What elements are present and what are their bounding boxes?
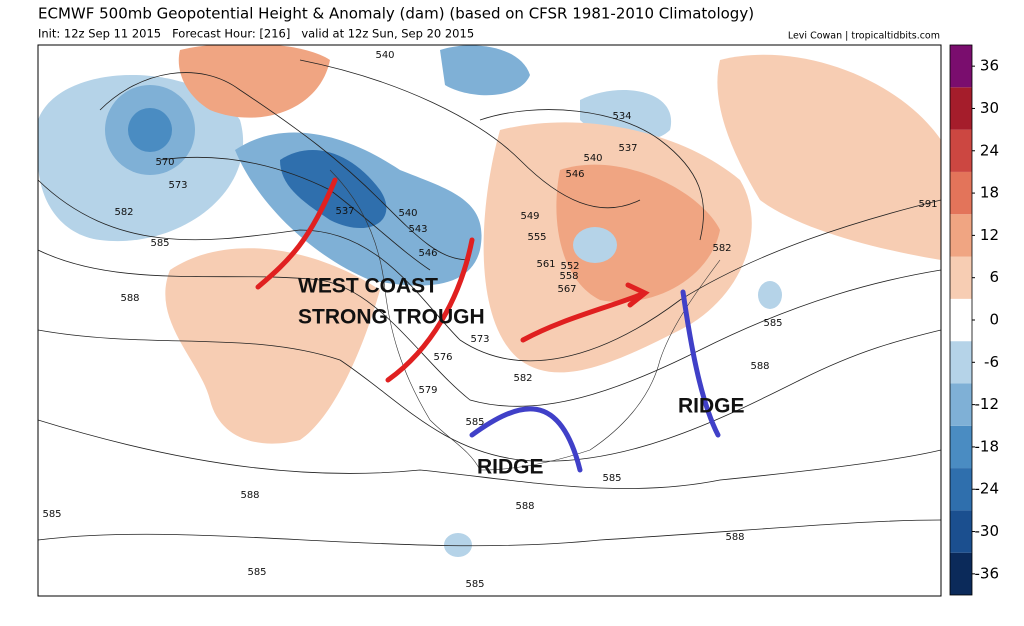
- colorbar-tick-label: 30: [980, 99, 999, 117]
- colorbar-bin: [950, 552, 972, 595]
- sketch-marks: [255, 177, 721, 473]
- contour-label: 585: [465, 417, 484, 428]
- contour-label: 576: [433, 352, 452, 363]
- contour-label: 573: [168, 180, 187, 191]
- contour-label: 588: [725, 532, 744, 543]
- colorbar-tick-label: -18: [975, 437, 1000, 455]
- contour-label: 585: [247, 567, 266, 578]
- colorbar-bin: [950, 468, 972, 511]
- contour-label: 582: [712, 243, 731, 254]
- contour-label: 540: [375, 50, 394, 61]
- colorbar-tick-label: 24: [980, 141, 999, 159]
- contour-label: 588: [515, 501, 534, 512]
- contour-label: 582: [114, 207, 133, 218]
- subtitle: Init: 12z Sep 11 2015 Forecast Hour: [21…: [38, 27, 474, 41]
- contour-label: 579: [418, 385, 437, 396]
- colorbar-tick-label: 12: [980, 226, 999, 244]
- contour-label: 585: [42, 509, 61, 520]
- annotation: RIDGE: [678, 395, 745, 418]
- colorbar-bin: [950, 129, 972, 172]
- colorbar-bin: [950, 383, 972, 426]
- colorbar-tick-label: -30: [975, 522, 1000, 540]
- contour-label: 561: [536, 259, 555, 270]
- contour-label: 549: [520, 211, 539, 222]
- anomaly-fill: [38, 45, 941, 596]
- contour-label: 555: [527, 232, 546, 243]
- map-frame: [37, 44, 942, 597]
- title: ECMWF 500mb Geopotential Height & Anomal…: [38, 5, 754, 23]
- colorbar-tick-label: -36: [975, 564, 1000, 582]
- contour-label: 537: [335, 206, 354, 217]
- contour-label: 537: [618, 143, 637, 154]
- contour-label: 588: [750, 361, 769, 372]
- contour-label: 540: [398, 208, 417, 219]
- colorbar-tick-label: -6: [984, 353, 999, 371]
- colorbar-tick-label: 6: [989, 268, 999, 286]
- colorbar-bin: [950, 298, 972, 342]
- contour-label: 588: [240, 490, 259, 501]
- contour-label: 534: [612, 111, 631, 122]
- contour-label: 582: [513, 373, 532, 384]
- contour-label: 546: [418, 248, 437, 259]
- colorbar-bin: [950, 341, 972, 384]
- contour-label: 585: [150, 238, 169, 249]
- colorbar-bin: [950, 425, 972, 469]
- contour-label: 546: [565, 169, 584, 180]
- contour-label: 591: [918, 199, 937, 210]
- colorbar-bin: [950, 45, 972, 88]
- contour-label: 567: [557, 284, 576, 295]
- colorbar-bin: [950, 171, 972, 215]
- colorbar-tick-label: -12: [975, 395, 1000, 413]
- contour-label: 543: [408, 224, 427, 235]
- colorbar-tick-label: 36: [980, 57, 999, 75]
- contour-label: 558: [559, 271, 578, 282]
- annotation: STRONG TROUGH: [298, 306, 485, 329]
- credit: Levi Cowan | tropicaltidbits.com: [788, 31, 940, 42]
- contour-label: 570: [155, 157, 174, 168]
- colorbar-tick-label: 0: [989, 311, 999, 329]
- colorbar-bin: [950, 510, 972, 553]
- colorbar-bin: [950, 214, 972, 257]
- contour-label: 585: [465, 579, 484, 590]
- contour-label: 588: [120, 293, 139, 304]
- annotation: WEST COAST: [298, 275, 438, 298]
- contour-label: 585: [763, 318, 782, 329]
- colorbar-bin: [950, 256, 972, 299]
- contour-label: 573: [470, 334, 489, 345]
- colorbar: -36 -30 -24 -18 -12 -6 0 6 12 18 24 30 36: [949, 44, 1000, 596]
- map: [37, 44, 942, 597]
- colorbar-tick-label: 18: [980, 184, 999, 202]
- annotation: RIDGE: [477, 456, 544, 479]
- colorbar-bin: [950, 87, 972, 130]
- contour-label: 585: [602, 473, 621, 484]
- contour-label: 552: [560, 261, 579, 272]
- contour-labels: 540 570 573 582 585 588 537 540 543 546 534 537 540 5…: [42, 50, 937, 590]
- contour-label: 540: [583, 153, 602, 164]
- colorbar-tick-label: -24: [975, 480, 1000, 498]
